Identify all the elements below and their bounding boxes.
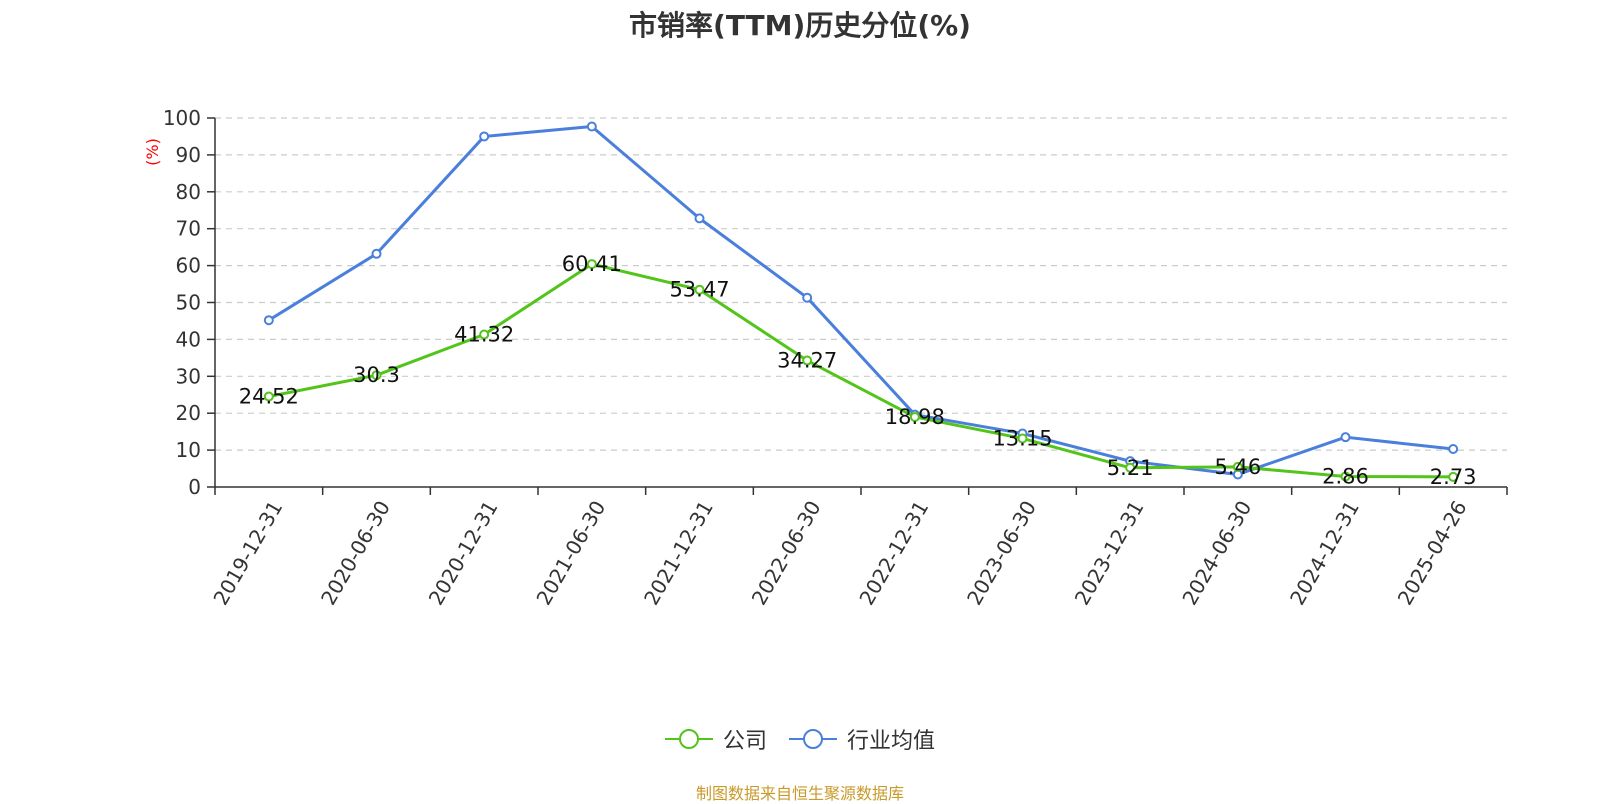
- data-label-company: 13.15: [992, 426, 1052, 450]
- y-tick-label: 30: [176, 364, 201, 388]
- y-tick-label: 70: [176, 217, 201, 241]
- legend-company-marker-icon: [664, 729, 713, 749]
- y-tick-label: 90: [176, 143, 201, 167]
- data-label-company: 2.86: [1322, 464, 1369, 488]
- legend-item-company[interactable]: 公司: [664, 723, 767, 755]
- data-source-note: 制图数据来自恒生聚源数据库: [695, 784, 904, 803]
- data-point-industry: [371, 248, 382, 259]
- data-point-company: [694, 284, 705, 295]
- x-tick-label: 2020-12-31: [424, 497, 503, 610]
- y-tick-label: 50: [176, 291, 201, 315]
- legend-industry-marker-icon: [789, 729, 837, 749]
- data-point-company: [1340, 471, 1351, 482]
- data-label-company: 41.32: [454, 323, 514, 347]
- x-tick-label: 2020-06-30: [316, 497, 395, 610]
- data-point-industry: [802, 292, 813, 303]
- legend-item-industry[interactable]: 行业均值: [789, 723, 935, 755]
- x-tick-label: 2022-12-31: [854, 497, 933, 610]
- series-lines: [263, 121, 1459, 482]
- data-point-company: [1448, 471, 1459, 482]
- x-tick-label: 2023-12-31: [1070, 497, 1149, 610]
- x-tick-label: 2023-06-30: [962, 497, 1041, 610]
- data-labels: 24.52 30.3 41.32 60.41 53.47 34.27 18.98 13.15 5…: [239, 252, 1477, 489]
- grid-lines: [215, 117, 1507, 451]
- data-point-company: [263, 391, 274, 402]
- y-tick-label: 20: [176, 401, 201, 425]
- data-label-company: 60.41: [562, 252, 622, 276]
- y-tick-label: 100: [163, 106, 201, 130]
- y-tick-label: 40: [176, 327, 201, 351]
- y-tick-label: 60: [176, 254, 201, 278]
- data-label-company: 5.46: [1214, 455, 1261, 479]
- data-point-industry: [694, 213, 705, 224]
- data-point-company: [909, 411, 920, 422]
- y-tick-label: 10: [176, 438, 201, 462]
- data-point-company: [586, 259, 597, 270]
- series-line-industry: [268, 124, 1454, 476]
- y-axis-label: (%): [143, 138, 162, 166]
- x-tick-label: 2019-12-31: [208, 497, 287, 610]
- legend-industry-label: 行业均值: [847, 729, 936, 754]
- legend: 公司 行业均值: [0, 722, 1600, 756]
- data-point-industry: [479, 131, 490, 142]
- y-tick-label: 0: [188, 475, 201, 499]
- data-point-company: [1017, 433, 1028, 444]
- series-line-company: [268, 262, 1454, 479]
- data-label-company: 53.47: [669, 278, 729, 302]
- x-tick-label: 2024-06-30: [1177, 497, 1256, 610]
- data-point-industry: [263, 315, 274, 326]
- data-label-company: 5.21: [1107, 456, 1154, 480]
- data-point-company: [1232, 461, 1243, 472]
- data-point-company: [479, 329, 490, 340]
- data-label-company: 2.73: [1430, 465, 1477, 489]
- chart-title: 市销率(TTM)历史分位(%): [629, 9, 971, 42]
- data-label-company: 34.27: [777, 349, 837, 373]
- data-point-company: [371, 370, 382, 381]
- data-point-industry: [1448, 443, 1459, 454]
- legend-company-label: 公司: [722, 729, 767, 754]
- data-point-company: [1125, 462, 1136, 473]
- x-tick-label: 2024-12-31: [1285, 497, 1364, 610]
- x-tick-label: 2022-06-30: [747, 497, 826, 610]
- data-point-industry: [1340, 432, 1351, 443]
- data-label-company: 18.98: [885, 405, 945, 429]
- x-tick-label: 2021-12-31: [639, 497, 718, 610]
- data-label-company: 24.52: [239, 385, 299, 409]
- x-tick-label: 2025-04-26: [1393, 497, 1472, 610]
- data-label-company: 30.3: [353, 363, 400, 387]
- x-tick-label: 2021-06-30: [531, 497, 610, 610]
- data-point-industry: [586, 121, 597, 132]
- data-point-company: [802, 355, 813, 366]
- y-tick-label: 80: [176, 180, 201, 204]
